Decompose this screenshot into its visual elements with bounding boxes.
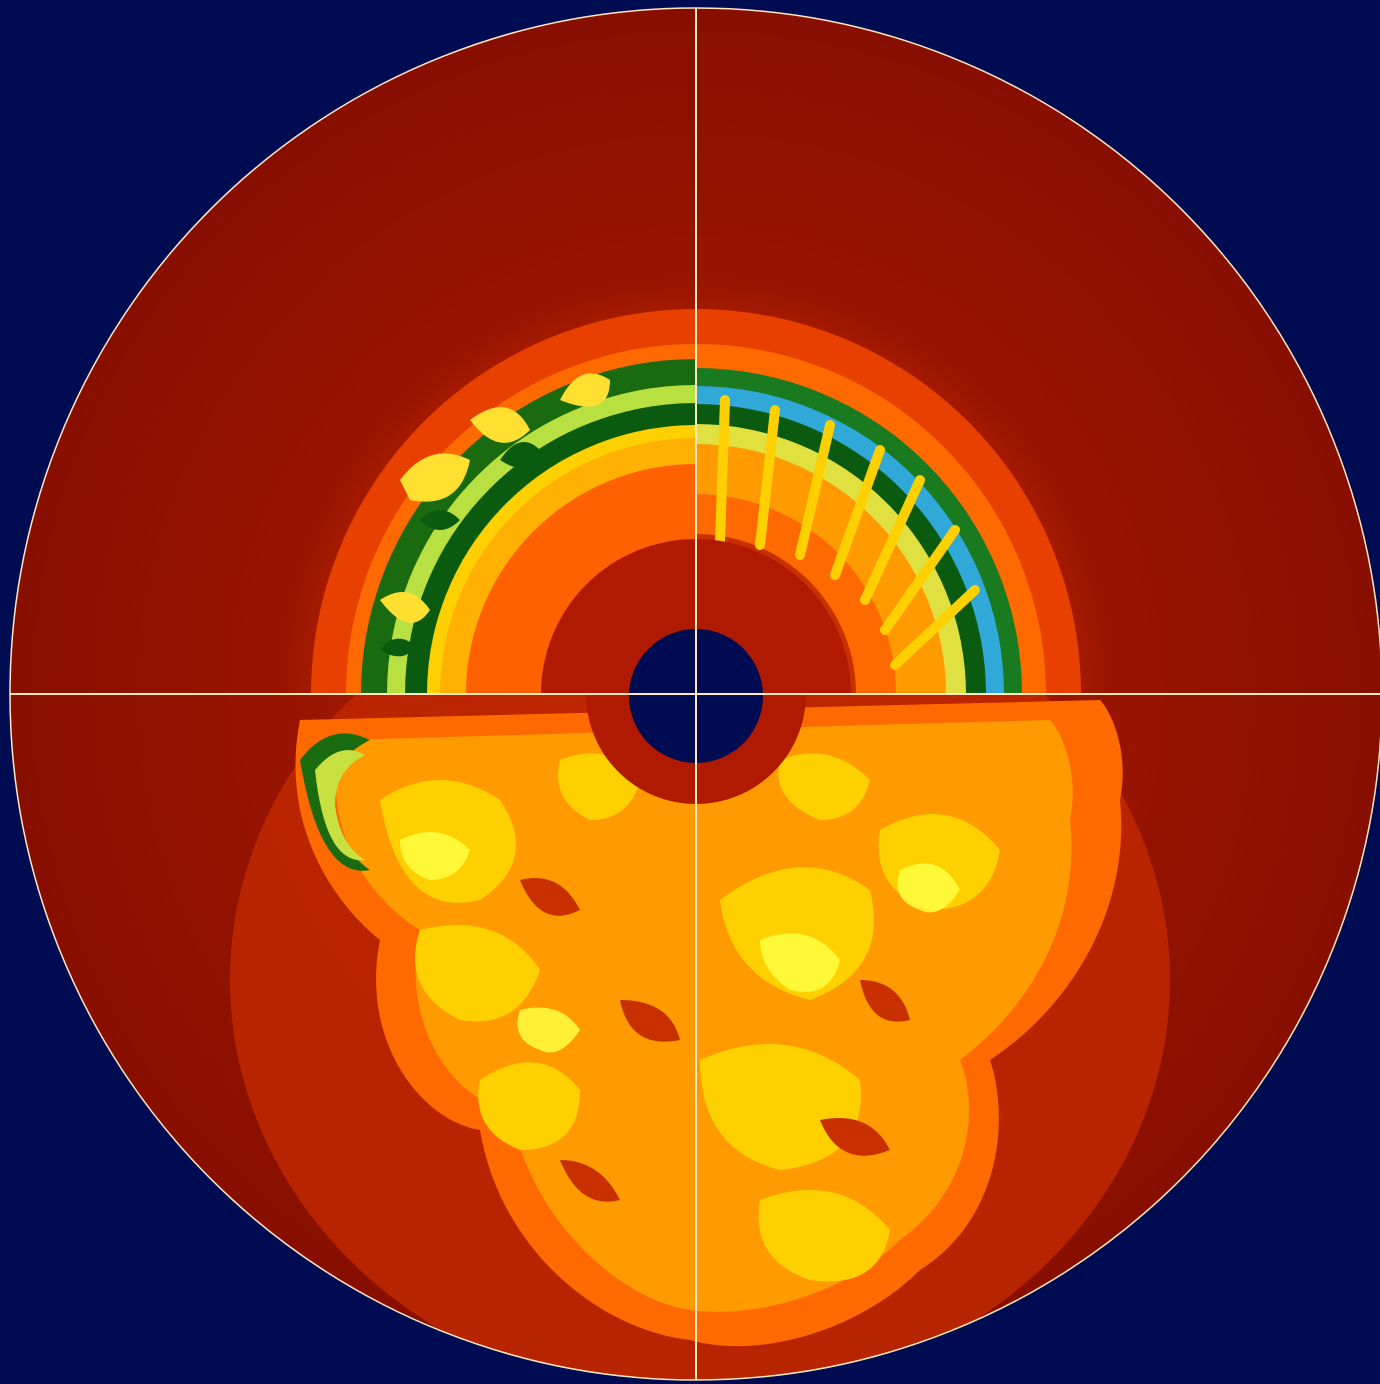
upper-shell [266, 264, 1126, 694]
lower-plumes [230, 694, 1170, 1380]
